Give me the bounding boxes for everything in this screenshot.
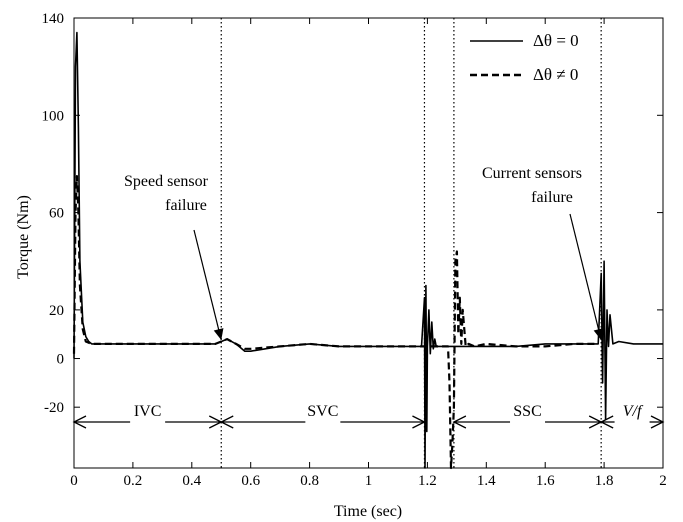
y-tick-label: 20 <box>49 303 64 319</box>
series-line-dashed <box>72 175 599 470</box>
x-tick-label: 0.6 <box>241 473 260 489</box>
x-tick-label: 0 <box>70 473 78 489</box>
x-tick-label: 1.2 <box>418 473 437 489</box>
annotation-arrow-head <box>593 328 604 340</box>
legend-label-solid: Δθ = 0 <box>533 31 579 50</box>
annotation-text: failure <box>165 197 207 214</box>
y-tick-label: 60 <box>49 206 64 222</box>
annotation-arrow-head <box>213 328 224 340</box>
x-tick-label: 1 <box>365 473 373 489</box>
legend-label-dashed: Δθ ≠ 0 <box>533 65 578 84</box>
annotation-text: failure <box>531 189 573 206</box>
y-tick-label: 100 <box>42 108 65 124</box>
arrow-head <box>599 415 614 429</box>
x-tick-label: 2 <box>659 473 667 489</box>
region-label-ssc: SSC <box>513 403 541 420</box>
region-label-svc: SVC <box>307 403 338 420</box>
x-axis-title: Time (sec) <box>334 503 402 520</box>
arrow-head <box>650 415 665 429</box>
x-tick-label: 1.6 <box>536 473 555 489</box>
annotation-text: Speed sensor <box>124 173 209 190</box>
x-tick-label: 0.2 <box>124 473 143 489</box>
y-tick-label: -20 <box>44 400 64 416</box>
arrow-head <box>452 415 467 429</box>
arrow-head <box>412 415 426 429</box>
y-tick-label: 0 <box>57 352 65 368</box>
region-label-ivc: IVC <box>134 403 162 420</box>
annotation-arrow-line <box>569 213 602 341</box>
legend: Δθ = 0 Δθ ≠ 0 <box>470 31 579 84</box>
x-tick-label: 1.4 <box>477 473 496 489</box>
annotation-text: Current sensors <box>482 165 582 182</box>
x-tick-label: 1.8 <box>595 473 614 489</box>
arrow-head <box>72 415 87 429</box>
series-line-solid <box>73 31 663 469</box>
annotation-arrow-line <box>193 229 222 341</box>
y-axis-title: Torque (Nm) <box>15 195 32 279</box>
plot-frame <box>73 17 664 469</box>
arrow-head <box>219 415 234 429</box>
y-tick-label: 140 <box>42 11 65 27</box>
x-tick-label: 0.8 <box>300 473 319 489</box>
plot-layer: 0 0.2 0.4 0.6 0.8 1 1.2 1.4 1.6 1.8 2 140 100 60 20 0 -2… <box>42 11 667 489</box>
x-tick-label: 0.4 <box>182 473 201 489</box>
region-label-vf: V/f <box>623 403 644 420</box>
